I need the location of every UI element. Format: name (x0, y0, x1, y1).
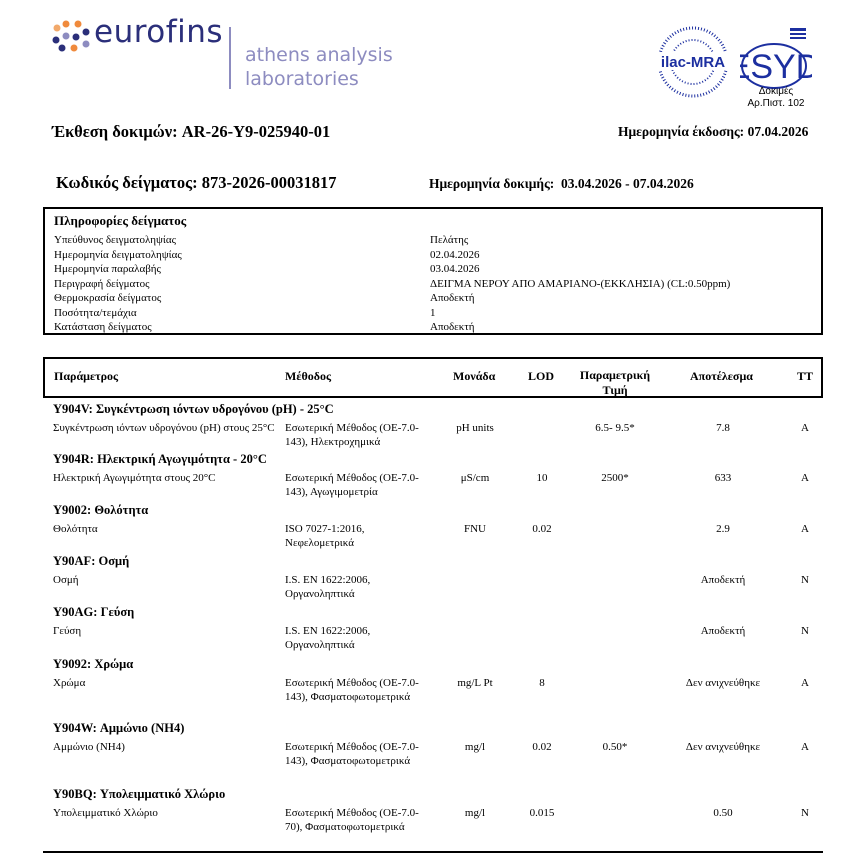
svg-text:ESYD: ESYD (740, 48, 812, 86)
tt: N (801, 625, 809, 637)
parametric-value: 2500* (601, 472, 629, 484)
table-bottom-rule (43, 851, 823, 853)
result: 633 (714, 472, 732, 484)
parameter-name: Χρώμα (53, 677, 86, 689)
test-group-title: Y9092: Χρώμα (53, 657, 134, 671)
parameter-name: Οσμή (53, 574, 79, 586)
parameter-name: Συγκέντρωση ιόντων υδρογόνου (pH) στους … (53, 422, 275, 434)
lab-name-line1: athens analysis (245, 44, 393, 66)
eurofins-dots-logo-icon (52, 20, 90, 52)
parametric-value: 6.5- 9.5* (595, 422, 635, 434)
info-label: Κατάσταση δείγματος (54, 321, 152, 333)
test-date: Ημερομηνία δοκιμής: 03.04.2026 - 07.04.2… (429, 176, 694, 191)
unit: mg/l (464, 741, 486, 753)
results-table-header: Παράμετρος Μέθοδος Μονάδα LOD Παραμετρικ… (43, 357, 823, 398)
info-label: Ποσότητα/τεμάχια (54, 306, 137, 319)
tt: A (801, 523, 809, 535)
sample-info-title: Πληροφορίες δείγματος (54, 213, 187, 228)
parametric-value: 0.50* (602, 741, 628, 753)
esyd-logo-icon: ESYD (740, 28, 812, 89)
lod: 0.02 (532, 741, 552, 753)
method: ISO 7027-1:2016, Νεφελομετρικά (285, 523, 365, 549)
brand-name: eurofins (94, 14, 224, 50)
lod: 10 (536, 472, 548, 484)
method: Εσωτερική Μέθοδος (ΟΕ-7.0-70), Φασματοφω… (285, 807, 419, 833)
info-label: Υπεύθυνος δειγματοληψίας (54, 234, 177, 246)
info-value: ΔΕΙΓΜΑ ΝΕΡΟΥ ΑΠΟ ΑΜΑΡΙΑΝΟ-(ΕΚΚΛΗΣΙΑ) (CL… (430, 277, 731, 290)
result: Δεν ανιχνεύθηκε (685, 741, 761, 753)
test-group-title: Y904R: Ηλεκτρική Αγωγιμότητα - 20°C (53, 452, 267, 466)
col-lod: LOD (528, 369, 555, 383)
accreditation-type: Δοκιμές (758, 86, 794, 97)
lod: 8 (539, 677, 545, 689)
method: Εσωτερική Μέθοδος (ΟΕ-7.0-143), Αγωγιμομ… (285, 472, 419, 498)
result: 7.8 (716, 422, 730, 434)
parameter-name: Ηλεκτρική Αγωγιμότητα στους 20°C (53, 472, 216, 484)
result: Αποδεκτή (700, 625, 746, 637)
col-result: Αποτέλεσμα (690, 369, 753, 383)
tt: A (801, 422, 809, 434)
unit: μS/cm (460, 472, 490, 484)
tt: A (801, 677, 809, 689)
info-value: Πελάτης (430, 234, 469, 246)
method: Εσωτερική Μέθοδος (ΟΕ-7.0-143), Φασματοφ… (285, 741, 419, 767)
col-parameter: Παράμετρος (54, 369, 119, 383)
report-number: Έκθεση δοκιμών: AR-26-Y9-025940-01 (52, 122, 331, 141)
unit: mg/l (464, 807, 486, 819)
info-label: Ημερομηνία παραλαβής (54, 263, 161, 275)
method: I.S. EN 1622:2006, Οργανοληπτικά (285, 574, 371, 600)
test-group-title: Y9002: Θολότητα (53, 503, 149, 517)
tt: A (801, 472, 809, 484)
tt: A (801, 741, 809, 753)
test-group-title: Y904W: Αμμώνιο (NH4) (53, 721, 185, 735)
result: Αποδεκτή (700, 574, 746, 586)
info-value: 1 (430, 306, 436, 319)
info-value: Αποδεκτή (430, 321, 475, 333)
unit: FNU (463, 523, 486, 535)
logo-divider (229, 27, 231, 89)
col-tt: ΤΤ (797, 369, 814, 383)
ilac-mra-seal-icon: ilac-MRA (654, 26, 732, 98)
lod: 0.02 (532, 523, 552, 535)
lod: 0.015 (529, 807, 555, 819)
col-parametric-value: Παραμετρική Τιμή (579, 368, 651, 397)
unit: pH units (456, 422, 494, 434)
parameter-name: Γεύση (53, 625, 82, 637)
issue-date: Ημερομηνία έκδοσης: 07.04.2026 (618, 124, 809, 139)
result: 2.9 (716, 523, 730, 535)
tt: N (801, 574, 809, 586)
result: Δεν ανιχνεύθηκε (685, 677, 761, 689)
sample-info-box: Πληροφορίες δείγματος Υπεύθυνος δειγματο… (43, 207, 823, 335)
lab-name-line2: laboratories (245, 68, 359, 90)
method: Εσωτερική Μέθοδος (ΟΕ-7.0-143), Ηλεκτροχ… (285, 422, 419, 448)
svg-text:ilac-MRA: ilac-MRA (661, 54, 725, 71)
info-value: 03.04.2026 (430, 263, 480, 275)
unit: mg/L Pt (457, 677, 493, 689)
test-group-title: Y904V: Συγκέντρωση ιόντων υδρογόνου (pH)… (53, 402, 334, 416)
info-value: 02.04.2026 (430, 248, 480, 261)
col-method: Μέθοδος (285, 369, 332, 383)
result: 0.50 (713, 807, 733, 819)
info-value: Αποδεκτή (430, 292, 475, 304)
parameter-name: Υπολειμματικό Χλώριο (53, 807, 158, 819)
tt: N (801, 807, 809, 819)
test-group-title: Y90AF: Οσμή (53, 554, 130, 568)
test-group-title: Y90BQ: Υπολειμματικό Χλώριο (53, 787, 226, 801)
info-label: Ημερομηνία δειγματοληψίας (54, 248, 182, 261)
method: I.S. EN 1622:2006, Οργανοληπτικά (285, 625, 371, 651)
info-label: Περιγραφή δείγματος (54, 277, 150, 290)
accreditation-number: Αρ.Πιστ. 102 (747, 98, 805, 109)
sample-code: Κωδικός δείγματος: 873-2026-00031817 (56, 173, 337, 192)
parameter-name: Θολότητα (53, 523, 98, 535)
parameter-name: Αμμώνιο (NH4) (53, 741, 125, 753)
method: Εσωτερική Μέθοδος (ΟΕ-7.0-143), Φασματοφ… (285, 677, 419, 703)
col-unit: Μονάδα (453, 369, 496, 383)
info-label: Θερμοκρασία δείγματος (54, 292, 162, 304)
test-group-title: Y90AG: Γεύση (53, 605, 135, 619)
